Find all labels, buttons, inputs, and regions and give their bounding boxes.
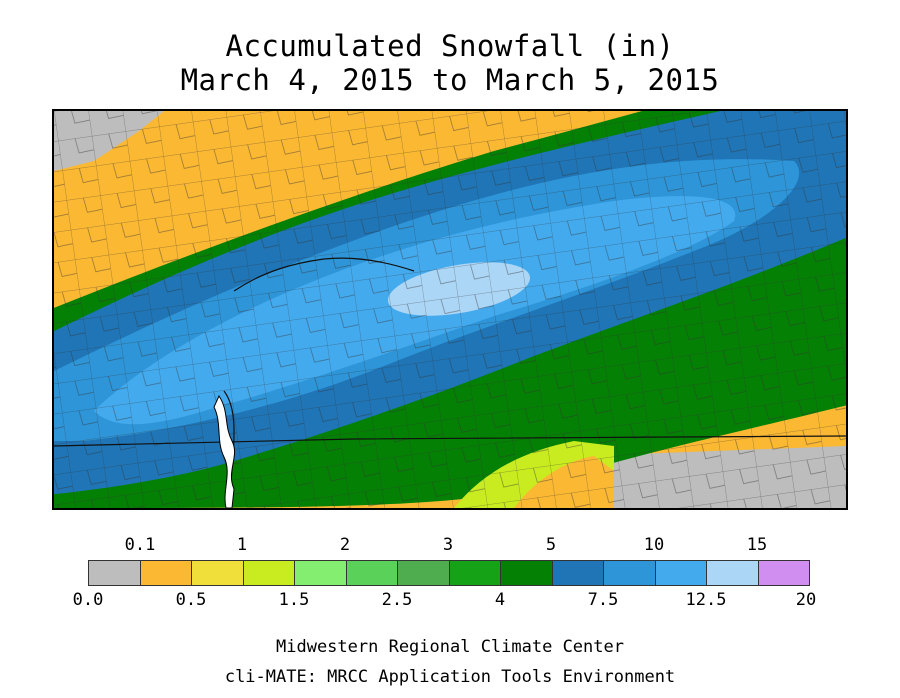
- legend-bottom-label: 4: [494, 590, 506, 610]
- footer-tool-name: cli-MATE: MRCC Application Tools Environ…: [224, 667, 676, 687]
- legend-bottom-label: 20: [795, 590, 817, 610]
- legend-swatch: [295, 561, 347, 585]
- river: [213, 394, 236, 508]
- legend-top-label: 2: [339, 535, 351, 555]
- legend-swatch: [604, 561, 656, 585]
- legend-swatch: [552, 561, 604, 585]
- snowfall-map: [54, 111, 846, 508]
- legend-swatch: [501, 561, 553, 585]
- legend-top-label: 10: [643, 535, 665, 555]
- legend-bottom-label: 0.5: [175, 590, 207, 610]
- map-panel: [52, 109, 848, 510]
- legend-swatch: [89, 561, 141, 585]
- legend-top-label: 1: [236, 535, 248, 555]
- legend-top-label: 5: [545, 535, 557, 555]
- legend-swatch: [140, 561, 192, 585]
- legend-swatch: [655, 561, 707, 585]
- legend-swatch: [758, 561, 809, 585]
- legend-color-bar: [88, 560, 810, 586]
- legend-bottom-label: 2.5: [381, 590, 413, 610]
- legend-bottom-label: 7.5: [587, 590, 619, 610]
- map-date-range: March 4, 2015 to March 5, 2015: [180, 63, 720, 97]
- legend-top-label: 0.1: [124, 535, 156, 555]
- legend-swatch: [707, 561, 759, 585]
- legend-swatch: [398, 561, 450, 585]
- legend: 0.1 1 2 3 5 10 15 0.0 0.5 1.5 2.5 4 7.5: [73, 535, 817, 610]
- map-title: Accumulated Snowfall (in): [225, 29, 675, 63]
- legend-top-label: 3: [442, 535, 454, 555]
- legend-bottom-label: 12.5: [685, 590, 727, 610]
- legend-swatch: [449, 561, 501, 585]
- footer-organization: Midwestern Regional Climate Center: [276, 637, 624, 657]
- legend-swatch: [243, 561, 295, 585]
- county-boundaries: [54, 111, 846, 508]
- legend-swatch: [346, 561, 398, 585]
- legend-swatch: [192, 561, 244, 585]
- legend-top-label: 15: [746, 535, 768, 555]
- legend-bottom-label: 1.5: [278, 590, 310, 610]
- legend-bottom-label: 0.0: [72, 590, 104, 610]
